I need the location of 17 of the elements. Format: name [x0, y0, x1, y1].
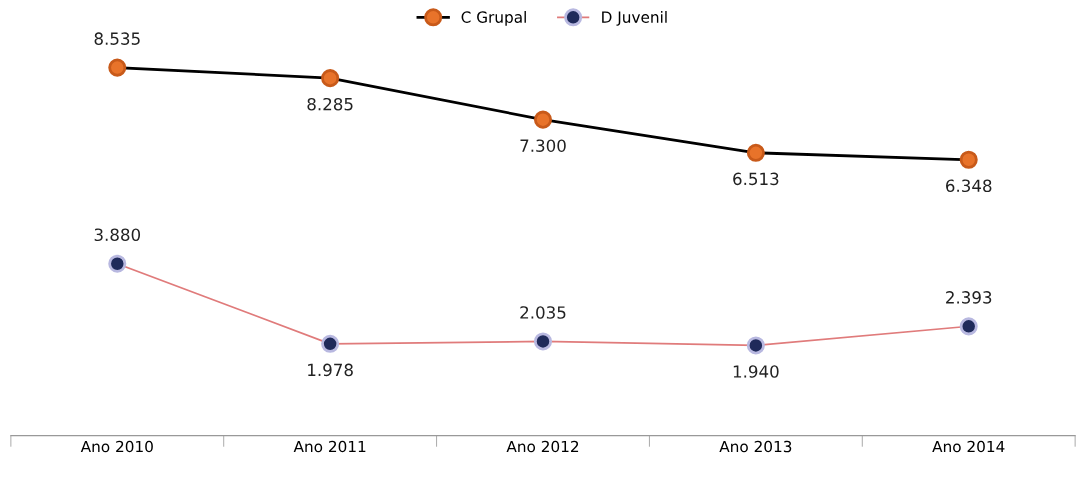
x-tick-label: Ano 2012: [506, 440, 579, 453]
legend-label: C Grupal: [461, 11, 526, 26]
data-label: 1.940: [733, 365, 779, 378]
data-label: 2.035: [520, 306, 566, 319]
x-tick-label: Ano 2011: [293, 440, 366, 453]
data-label: 2.393: [946, 291, 992, 304]
data-label: 8.285: [307, 97, 353, 111]
x-tick-label: Ano 2010: [80, 440, 153, 453]
data-label: 8.535: [94, 32, 140, 45]
data-label: 6.513: [733, 172, 779, 186]
x-tick-label: Ano 2013: [719, 440, 792, 453]
data-label: 3.880: [94, 228, 141, 242]
x-tick-label: Ano 2014: [932, 440, 1005, 453]
data-label: 1.978: [308, 363, 353, 377]
legend-label: D Juvenil: [602, 11, 667, 26]
data-label: 6.348: [946, 179, 992, 193]
data-label: 7.300: [520, 139, 566, 152]
